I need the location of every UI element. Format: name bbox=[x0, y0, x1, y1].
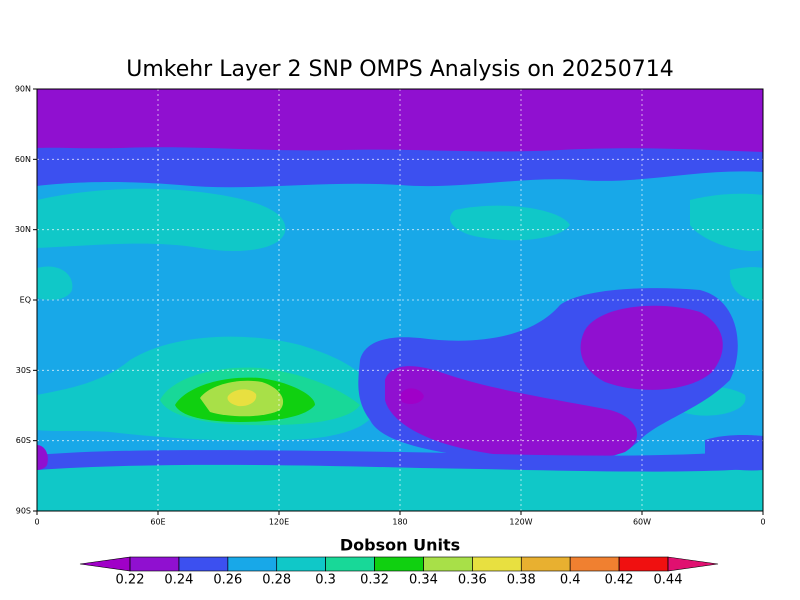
y-tick-label: 30N bbox=[15, 225, 31, 234]
colorbar-label: 0.38 bbox=[507, 573, 536, 588]
colorbar-swatch bbox=[569, 556, 620, 572]
colorbar-extend-low bbox=[79, 556, 131, 572]
field-region bbox=[37, 188, 286, 252]
colorbar-extend-high bbox=[667, 556, 719, 572]
colorbar-swatch bbox=[178, 556, 229, 572]
y-tick-label: 60N bbox=[15, 155, 31, 164]
field-region bbox=[37, 464, 763, 511]
colorbar-label: 0.26 bbox=[213, 573, 242, 588]
colorbar-swatch bbox=[276, 556, 326, 572]
colorbar-swatch bbox=[618, 556, 669, 572]
x-tick-label: 120W bbox=[509, 518, 532, 527]
x-tick-label: 0 bbox=[34, 518, 39, 527]
colorbar-label: 0.4 bbox=[560, 573, 581, 588]
y-tick-label: 90N bbox=[15, 85, 31, 94]
axis-ticks: 0 60E 120E 180 120W 60W 0 90N 60N 30N EQ 30S 60S 90S bbox=[15, 85, 766, 527]
x-tick-label: 0 bbox=[760, 518, 765, 527]
field-region bbox=[580, 305, 723, 390]
colorbar-swatch bbox=[227, 556, 278, 572]
colorbar-label: 0.24 bbox=[164, 573, 193, 588]
field-region bbox=[37, 445, 48, 470]
colorbar-swatch bbox=[472, 556, 522, 572]
field-region bbox=[690, 193, 763, 251]
colorbar-label: 0.36 bbox=[458, 573, 487, 588]
colorbar-label: 0.44 bbox=[654, 573, 683, 588]
colorbar-label: 0.42 bbox=[605, 573, 634, 588]
y-tick-label: 30S bbox=[16, 366, 31, 375]
map-title: Umkehr Layer 2 SNP OMPS Analysis on 2025… bbox=[126, 57, 674, 82]
y-tick-label: 60S bbox=[16, 436, 31, 445]
colorbar-label: 0.22 bbox=[116, 573, 145, 588]
colorbar-swatch bbox=[325, 556, 375, 572]
y-tick-label: 90S bbox=[16, 507, 31, 516]
graticule bbox=[37, 89, 763, 511]
x-tick-label: 120E bbox=[269, 518, 289, 527]
field-region bbox=[400, 388, 424, 404]
colorbar: 0.22 0.24 0.26 0.28 0.3 0.32 0.34 0.36 0.38 0.4 0.… bbox=[79, 556, 719, 588]
colorbar-title: Dobson Units bbox=[340, 536, 460, 555]
field-region bbox=[37, 266, 73, 300]
colorbar-label: 0.32 bbox=[360, 573, 389, 588]
colorbar-swatch bbox=[129, 556, 180, 572]
colorbar-label: 0.34 bbox=[409, 573, 438, 588]
x-tick-label: 180 bbox=[392, 518, 407, 527]
x-tick-label: 60E bbox=[150, 518, 165, 527]
x-tick-label: 60W bbox=[633, 518, 651, 527]
colorbar-swatch bbox=[520, 556, 571, 572]
colorbar-label: 0.28 bbox=[262, 573, 291, 588]
y-tick-label: EQ bbox=[20, 296, 31, 305]
colorbar-label: 0.3 bbox=[315, 573, 336, 588]
field-region bbox=[385, 366, 637, 460]
field-region bbox=[705, 435, 763, 471]
field-region bbox=[227, 389, 257, 407]
colorbar-swatch bbox=[423, 556, 473, 572]
colorbar-swatch bbox=[374, 556, 424, 572]
field-region bbox=[729, 267, 763, 301]
field-region bbox=[450, 205, 570, 241]
